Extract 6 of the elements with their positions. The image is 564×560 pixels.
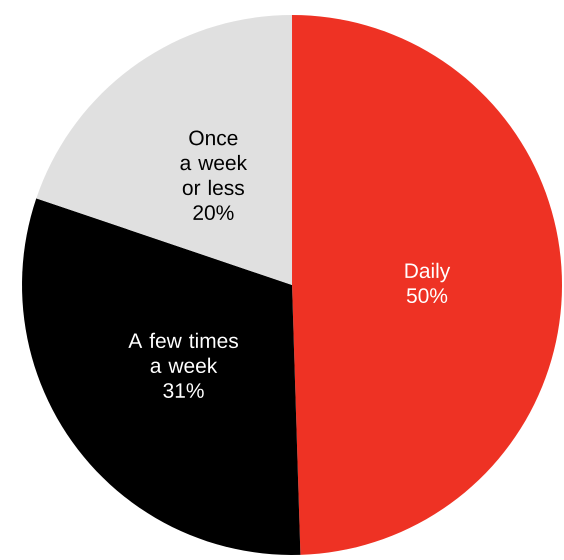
slice-label: Once a week or less: [180, 130, 248, 196]
data-label: 50%: [406, 288, 448, 304]
data-label: 20%: [193, 205, 234, 220]
data-label: 31%: [163, 383, 204, 398]
slice-label: Daily: [405, 262, 450, 282]
slice-label: A few times a week: [128, 332, 238, 374]
